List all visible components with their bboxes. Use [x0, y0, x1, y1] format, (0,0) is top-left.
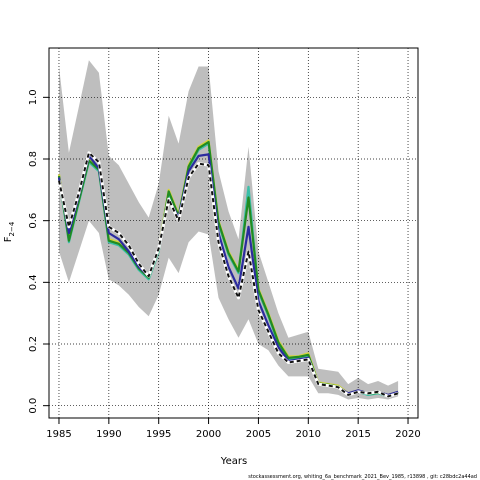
x-tick-label: 2000 — [196, 429, 221, 440]
series-line-4 — [58, 151, 399, 398]
band-layer — [59, 60, 399, 400]
y-axis-title-base: F — [3, 236, 14, 242]
x-tick-label: 2020 — [395, 429, 420, 440]
y-tick-label: 0.2 — [28, 336, 39, 352]
x-tick-label: 2005 — [246, 429, 271, 440]
footer-note: stockassessment.org, whiting_6a_benchmar… — [248, 474, 477, 480]
x-tick-label: 1990 — [96, 429, 121, 440]
x-tick-label: 2010 — [296, 429, 321, 440]
x-tick-label: 1995 — [146, 429, 171, 440]
y-tick-label: 0.6 — [28, 213, 39, 229]
x-axis-title: Years — [220, 456, 247, 467]
y-axis: 0.0 0.2 0.4 0.6 0.8 1.0 — [28, 89, 49, 414]
y-tick-label: 0.8 — [28, 151, 39, 167]
y-axis-title-subscript: 2−4 — [8, 221, 16, 236]
y-tick-label: 1.0 — [28, 89, 39, 105]
plot-frame — [48, 47, 419, 419]
y-tick-label: 0.4 — [28, 274, 39, 290]
x-tick-label: 1985 — [46, 429, 71, 440]
y-tick-label: 0.0 — [28, 398, 39, 414]
x-tick-label: 2015 — [345, 429, 370, 440]
y-axis-title: F2−4 — [3, 221, 16, 242]
confidence-band — [59, 60, 399, 400]
series-layer — [57, 139, 399, 398]
x-axis: 1985 1990 1995 2000 2005 2010 2015 2020 — [46, 418, 421, 440]
